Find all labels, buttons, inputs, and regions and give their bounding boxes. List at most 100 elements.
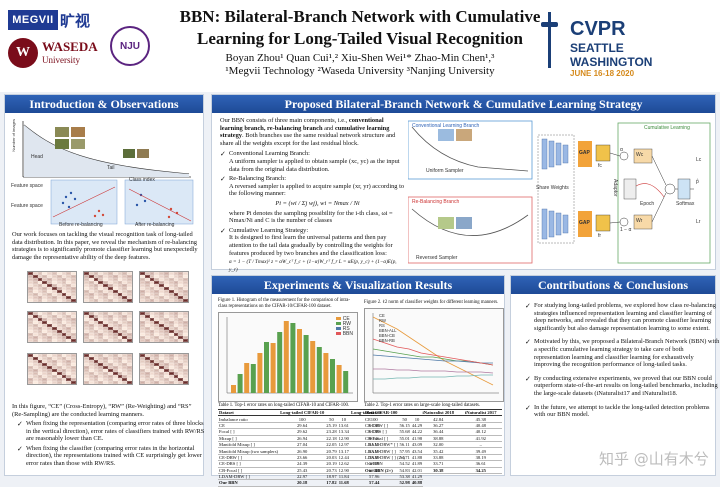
heatmap-cell: [122, 360, 128, 363]
fig2-legend-item: RW: [379, 318, 386, 323]
experiments-heading: Experiments & Visualization Results: [212, 276, 504, 294]
heatmap-cell: [154, 296, 160, 299]
heatmap-cell: [168, 293, 174, 296]
table-cell: 11.84: [337, 473, 350, 481]
heatmap-cell: [168, 278, 174, 281]
heatmap-cell: [183, 315, 188, 318]
heatmap-cell: [154, 324, 160, 327]
table-row: CE-DRS [ ] 36.44 40.12: [364, 428, 502, 436]
heatmap-cell: [88, 287, 94, 290]
heatmap-cell: [112, 354, 118, 357]
heatmap-cell: [66, 287, 72, 290]
heatmap-cell: [127, 324, 132, 327]
table-cell: 40.12: [459, 428, 502, 436]
heatmap-cell: [159, 330, 164, 333]
heatmap-cell: [103, 363, 108, 366]
heatmap-cell: [127, 330, 132, 333]
heatmap-cell: [56, 357, 62, 360]
heatmap-cell: [88, 318, 94, 321]
space-needle-icon: [548, 12, 551, 68]
heatmap-cell: [168, 333, 174, 336]
heatmap-cell: [84, 324, 89, 327]
heatmap-cell: [154, 284, 160, 287]
table-cell: 57.96: [349, 473, 399, 481]
heatmap-cell: [37, 281, 43, 284]
heatmap-cell: [93, 366, 99, 369]
heatmap-cell: [66, 378, 72, 381]
wr-label: Wr: [636, 218, 643, 224]
heatmap-cell: [140, 312, 145, 315]
heatmap-cell: [103, 272, 108, 275]
uniform-sampler-label: Uniform Sampler: [426, 168, 464, 174]
heatmap-cell: [108, 363, 113, 366]
table-cell: CE: [218, 422, 280, 430]
table-cell: 20.19: [325, 460, 338, 468]
heatmap-cell: [149, 381, 155, 384]
heatmap-cell: [140, 354, 145, 357]
table-cell: 10: [337, 415, 350, 423]
heatmap-cell: [42, 378, 48, 381]
heatmap-cell: [28, 284, 33, 287]
heatmap-cell: [56, 372, 62, 375]
p-label: p̂: [696, 179, 699, 185]
fig1-bar: [303, 335, 309, 393]
heatmap-cell: [178, 312, 184, 315]
heatmap-cell: [122, 281, 128, 284]
table2-grid: Datasets iNaturalist 2018 iNaturalist 2017…: [364, 408, 502, 474]
method-text: Our BBN consists of three main component…: [220, 117, 406, 276]
heatmap-cell: [61, 369, 67, 372]
heatmap-cell: [52, 363, 57, 366]
heatmap-cell: [183, 360, 188, 363]
heatmap-cell: [61, 281, 67, 284]
heatmap-cell: [168, 363, 174, 366]
heatmap-cell: [140, 336, 145, 339]
heatmap-cell: [37, 321, 43, 324]
heatmap-cell: [98, 360, 104, 363]
cvpr-text: CVPR: [570, 18, 626, 40]
heatmap-cell: [122, 375, 128, 378]
heatmap-cell: [47, 318, 52, 321]
heatmap-cell: [42, 321, 48, 324]
heatmap-cell: [32, 369, 38, 372]
heatmap-cell: [98, 318, 104, 321]
heatmap-cell: [93, 369, 99, 372]
heatmap-cell: [66, 330, 72, 333]
heatmap-cell: [84, 369, 89, 372]
method-intro: Our BBN consists of three main component…: [220, 117, 396, 147]
heatmap-cell: [108, 278, 113, 281]
table-cell: 32.00: [417, 441, 460, 449]
fig1-bar: [257, 353, 263, 393]
heatmap-cell: [56, 318, 62, 321]
heatmap-cell: [117, 278, 123, 281]
wc-label: Wc: [636, 152, 644, 158]
heatmap-cell: [37, 318, 43, 321]
heatmap-cell: [144, 336, 150, 339]
intro-heading: Introduction & Observations: [5, 95, 203, 113]
heatmap-cell: [164, 272, 169, 275]
heatmap-cell: [42, 360, 48, 363]
heatmap-cell: [66, 275, 72, 278]
heatmap-cell: [112, 378, 118, 381]
table-header-row: Datasets iNaturalist 2018 iNaturalist 2017: [364, 408, 502, 417]
heatmap-cell: [112, 315, 118, 318]
heatmap-cell: [56, 299, 62, 302]
heatmap-cell: [117, 363, 123, 366]
heatmap-cell: [127, 299, 132, 302]
heatmap-cell: [88, 321, 94, 324]
table-cell: Our BBN: [218, 479, 280, 487]
heatmap-cell: [103, 321, 108, 324]
table-cell: CE-DRW [ ]: [218, 454, 280, 462]
heatmap-cell: [32, 315, 38, 318]
table-cell: 26.94: [279, 435, 326, 442]
heatmap-cell: [52, 278, 57, 281]
heatmap-cell: [98, 315, 104, 318]
heatmap-cell: [122, 381, 128, 384]
heatmap-cell: [149, 272, 155, 275]
heatmap-cell: [103, 296, 108, 299]
heatmap-cell: [84, 330, 89, 333]
heatmap-cell: [127, 381, 132, 384]
table-cell: 41.92: [459, 435, 502, 442]
heatmap-cell: [183, 363, 188, 366]
heatmap-cell: [28, 318, 33, 321]
conclusions-list: For studying long-tailed problems, we ex…: [525, 302, 720, 421]
